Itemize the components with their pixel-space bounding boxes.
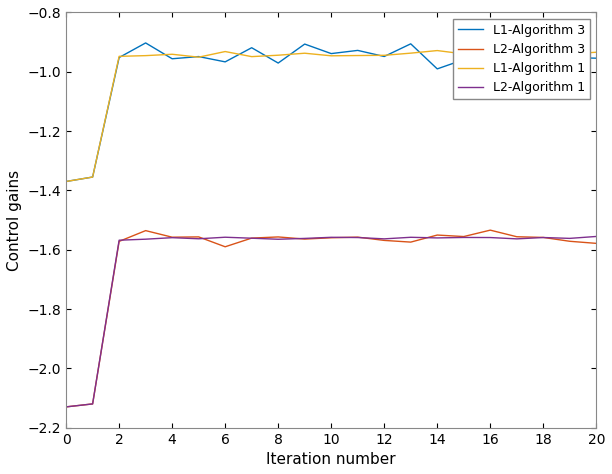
L1-Algorithm 1 <box>407 50 414 56</box>
L1-Algorithm 3 <box>540 55 547 60</box>
L2-Algorithm 3 <box>327 235 335 241</box>
L2-Algorithm 3 <box>275 234 282 240</box>
L2-Algorithm 3 <box>540 235 547 240</box>
L1-Algorithm 1 <box>327 53 335 59</box>
L2-Algorithm 1 <box>407 235 414 240</box>
L1-Algorithm 1 <box>592 49 600 55</box>
L2-Algorithm 1 <box>566 236 573 241</box>
L2-Algorithm 3 <box>301 236 308 242</box>
Line: L1-Algorithm 3: L1-Algorithm 3 <box>66 43 596 182</box>
Y-axis label: Control gains: Control gains <box>7 170 22 271</box>
Line: L2-Algorithm 3: L2-Algorithm 3 <box>66 230 596 407</box>
L1-Algorithm 1 <box>487 53 494 58</box>
L1-Algorithm 3 <box>62 179 70 184</box>
L2-Algorithm 1 <box>275 237 282 242</box>
L2-Algorithm 1 <box>222 234 229 240</box>
L2-Algorithm 1 <box>354 235 362 240</box>
L2-Algorithm 3 <box>592 240 600 246</box>
L1-Algorithm 3 <box>487 53 494 58</box>
L2-Algorithm 3 <box>222 244 229 250</box>
L2-Algorithm 1 <box>513 236 520 242</box>
L1-Algorithm 1 <box>566 51 573 57</box>
L1-Algorithm 1 <box>381 53 388 58</box>
L2-Algorithm 3 <box>354 234 362 240</box>
L1-Algorithm 1 <box>513 50 520 56</box>
L1-Algorithm 1 <box>301 50 308 56</box>
L2-Algorithm 1 <box>195 236 203 242</box>
L1-Algorithm 3 <box>168 56 176 62</box>
L2-Algorithm 1 <box>433 235 441 241</box>
L2-Algorithm 3 <box>566 238 573 244</box>
L2-Algorithm 1 <box>327 235 335 240</box>
L1-Algorithm 3 <box>248 45 255 51</box>
L1-Algorithm 3 <box>354 47 362 53</box>
L1-Algorithm 1 <box>248 54 255 59</box>
L1-Algorithm 1 <box>354 53 362 58</box>
L1-Algorithm 1 <box>222 49 229 55</box>
Line: L2-Algorithm 1: L2-Algorithm 1 <box>66 237 596 407</box>
L2-Algorithm 1 <box>381 236 388 242</box>
L2-Algorithm 3 <box>407 239 414 245</box>
L1-Algorithm 1 <box>89 174 96 180</box>
L1-Algorithm 1 <box>433 48 441 54</box>
L2-Algorithm 1 <box>301 236 308 241</box>
Line: L1-Algorithm 1: L1-Algorithm 1 <box>66 51 596 182</box>
L1-Algorithm 3 <box>89 174 96 180</box>
L2-Algorithm 3 <box>195 234 203 240</box>
L1-Algorithm 3 <box>116 55 123 60</box>
L2-Algorithm 1 <box>168 235 176 240</box>
L2-Algorithm 1 <box>592 234 600 239</box>
L2-Algorithm 3 <box>142 228 149 234</box>
L2-Algorithm 3 <box>248 235 255 241</box>
L2-Algorithm 3 <box>62 404 70 410</box>
L1-Algorithm 3 <box>381 54 388 59</box>
L2-Algorithm 1 <box>116 237 123 243</box>
L1-Algorithm 3 <box>142 40 149 46</box>
L2-Algorithm 3 <box>116 238 123 244</box>
L2-Algorithm 1 <box>487 235 494 240</box>
L1-Algorithm 1 <box>460 51 468 57</box>
L2-Algorithm 3 <box>460 234 468 239</box>
L1-Algorithm 1 <box>540 52 547 58</box>
L1-Algorithm 1 <box>168 51 176 57</box>
L2-Algorithm 1 <box>62 404 70 410</box>
L1-Algorithm 1 <box>275 52 282 58</box>
X-axis label: Iteration number: Iteration number <box>266 452 396 467</box>
L1-Algorithm 3 <box>592 55 600 61</box>
L1-Algorithm 1 <box>62 179 70 184</box>
L2-Algorithm 3 <box>381 237 388 243</box>
L1-Algorithm 3 <box>195 54 203 59</box>
L1-Algorithm 3 <box>460 57 468 63</box>
L2-Algorithm 1 <box>142 237 149 242</box>
L1-Algorithm 3 <box>407 41 414 46</box>
L2-Algorithm 3 <box>89 401 96 407</box>
L1-Algorithm 3 <box>222 59 229 65</box>
L2-Algorithm 3 <box>433 232 441 238</box>
L2-Algorithm 3 <box>513 234 520 239</box>
L1-Algorithm 1 <box>142 53 149 58</box>
L1-Algorithm 3 <box>513 43 520 49</box>
L1-Algorithm 3 <box>275 60 282 66</box>
L2-Algorithm 3 <box>168 234 176 240</box>
L1-Algorithm 3 <box>301 41 308 47</box>
L1-Algorithm 3 <box>433 66 441 72</box>
L1-Algorithm 1 <box>195 55 203 60</box>
L1-Algorithm 1 <box>116 54 123 59</box>
L2-Algorithm 1 <box>89 401 96 407</box>
L2-Algorithm 1 <box>540 235 547 240</box>
Legend: L1-Algorithm 3, L2-Algorithm 3, L1-Algorithm 1, L2-Algorithm 1: L1-Algorithm 3, L2-Algorithm 3, L1-Algor… <box>453 18 590 100</box>
L1-Algorithm 3 <box>327 51 335 56</box>
L2-Algorithm 1 <box>460 235 468 240</box>
L2-Algorithm 3 <box>487 228 494 233</box>
L1-Algorithm 3 <box>566 55 573 60</box>
L2-Algorithm 1 <box>248 236 255 241</box>
